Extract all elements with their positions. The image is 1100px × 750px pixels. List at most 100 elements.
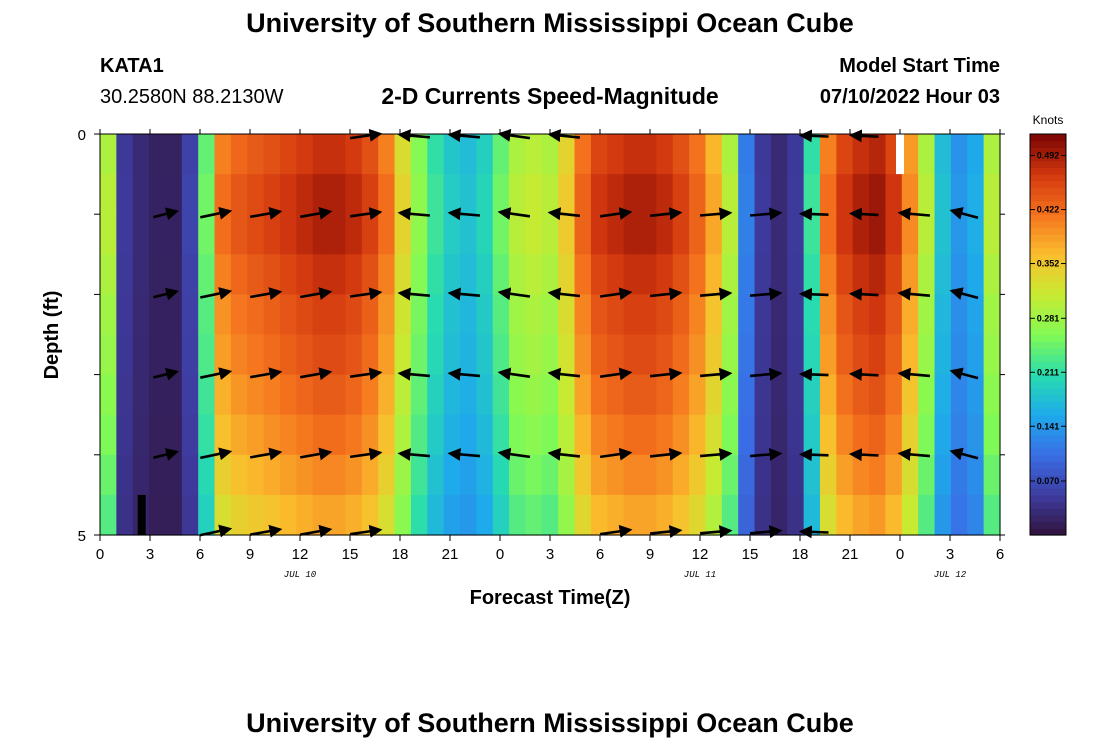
heatmap-cell <box>198 214 216 255</box>
heatmap-cell <box>525 134 543 175</box>
heatmap-cell <box>721 214 739 255</box>
heatmap-cell <box>967 494 985 536</box>
heatmap-cell <box>410 334 428 376</box>
heatmap-cell <box>100 174 117 215</box>
heatmap-cell <box>950 414 968 456</box>
heatmap-cell <box>738 254 756 295</box>
heatmap-cell <box>721 254 739 295</box>
current-vector <box>299 206 333 220</box>
heatmap-cell <box>296 494 314 536</box>
colorbar-unit: Knots <box>1033 113 1064 127</box>
heatmap-cell <box>770 414 788 456</box>
colorbar-band <box>1030 367 1066 376</box>
heatmap-cell <box>525 414 543 456</box>
colorbar-band <box>1030 267 1066 275</box>
heatmap-cell <box>558 134 576 175</box>
heatmap-cell <box>280 254 297 295</box>
current-vector <box>200 206 233 220</box>
heatmap-cell <box>165 454 183 496</box>
heatmap-cell <box>770 214 788 255</box>
heatmap-cell <box>738 174 756 215</box>
heatmap-cell <box>934 294 952 336</box>
heatmap-cell <box>312 134 330 175</box>
heatmap-cell <box>280 334 297 376</box>
current-vector <box>848 129 879 143</box>
heatmap-cell <box>607 454 625 496</box>
heatmap-cell <box>230 134 248 175</box>
heatmap-cell <box>623 254 641 295</box>
heatmap-cell <box>541 334 559 376</box>
heatmap-cell <box>149 174 167 215</box>
heatmap-cell <box>689 414 707 456</box>
colorbar-band <box>1030 514 1066 523</box>
heatmap-cell <box>476 414 494 456</box>
heatmap-cell <box>100 254 117 295</box>
heatmap-cell <box>345 374 363 416</box>
heatmap-cell <box>378 374 396 416</box>
heatmap-cell <box>623 174 641 215</box>
page-title: University of Southern Mississippi Ocean… <box>246 8 854 38</box>
heatmap-cell <box>934 414 952 456</box>
heatmap-cell <box>247 414 265 456</box>
heatmap-cell <box>787 134 805 175</box>
heatmap-cell <box>803 334 821 376</box>
heatmap-cell <box>787 334 805 376</box>
current-vector <box>249 367 283 381</box>
heatmap-cell <box>230 414 248 456</box>
heatmap-cell <box>623 134 641 175</box>
heatmap-cell <box>296 454 314 496</box>
colorbar-tick-label: 0.211 <box>1037 367 1059 377</box>
heatmap-cell <box>852 254 870 295</box>
heatmap-cell <box>476 174 494 215</box>
heatmap-cell <box>492 254 510 295</box>
heatmap-cell <box>492 134 510 175</box>
colorbar-band <box>1030 147 1066 155</box>
heatmap-cell <box>280 294 297 336</box>
heatmap-cell <box>885 254 903 295</box>
heatmap-cell <box>198 454 216 496</box>
heatmap-cell <box>247 494 265 536</box>
current-vector <box>447 367 481 381</box>
heatmap-cell <box>329 214 347 255</box>
heatmap-cell <box>656 174 674 215</box>
colorbar-band <box>1030 394 1066 402</box>
heatmap-cell <box>165 494 183 536</box>
heatmap-cell <box>770 174 788 215</box>
current-vector <box>749 207 783 221</box>
heatmap-cell <box>689 174 707 215</box>
current-vector <box>599 524 633 538</box>
heatmap-cell <box>590 134 608 175</box>
heatmap-cell <box>509 134 527 175</box>
heatmap-cell <box>558 454 576 496</box>
current-vector <box>349 524 383 538</box>
heatmap-cell <box>983 174 1001 215</box>
heatmap-cell <box>820 334 837 376</box>
heatmap-cell <box>198 494 216 536</box>
heatmap-cell <box>754 134 772 175</box>
heatmap-cell <box>427 374 445 416</box>
heatmap-cell <box>869 174 887 215</box>
heatmap-cell <box>443 294 461 336</box>
heatmap-cell <box>165 294 183 336</box>
heatmap-cell <box>476 214 494 255</box>
heatmap-cell <box>116 254 134 295</box>
heatmap-cell <box>705 214 723 255</box>
heatmap-cell <box>410 494 428 536</box>
colorbar-frame <box>1029 133 1067 536</box>
heatmap-cell <box>230 294 248 336</box>
heatmap-cell <box>181 174 199 215</box>
heatmap-cell <box>198 334 216 376</box>
heatmap-cell <box>918 374 936 416</box>
heatmap-cell <box>410 214 428 255</box>
x-tick-label: 15 <box>742 546 759 563</box>
heatmap-cell <box>558 214 576 255</box>
current-vector <box>447 129 481 143</box>
heatmap-cell <box>803 214 821 255</box>
heatmap-cell <box>132 254 150 295</box>
heatmap-cell <box>427 334 445 376</box>
current-vector <box>547 367 581 381</box>
heatmap-cell <box>443 214 461 255</box>
heatmap-cell <box>443 134 461 175</box>
date-label: JUL 11 <box>684 570 716 580</box>
heatmap-cell <box>574 294 592 336</box>
